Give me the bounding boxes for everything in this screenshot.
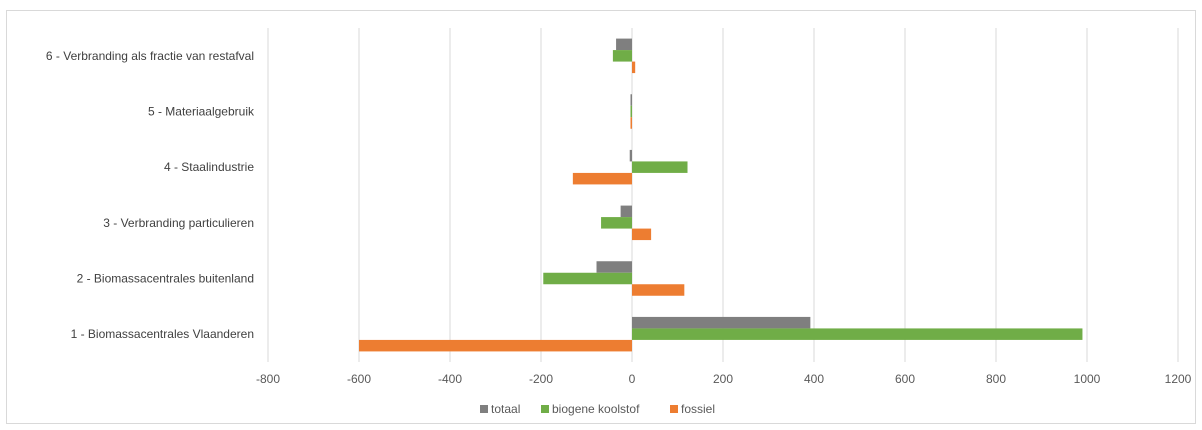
bars [359,38,1083,352]
bar-biogene-koolstof [612,50,632,62]
bar-totaal [620,205,632,218]
bar-fossiel [359,339,632,352]
x-tick-label: 1200 [1165,372,1192,386]
category-label: 5 - Materiaalgebruik [148,105,255,119]
bar-fossiel [630,117,632,129]
category-label: 6 - Verbranding als fractie van restafva… [46,49,254,63]
legend-label: biogene koolstof [552,402,640,416]
x-tick-label: -600 [347,372,371,386]
legend-label: totaal [491,402,520,416]
bar-biogene-koolstof [632,161,688,173]
x-tick-label: 0 [629,372,636,386]
bar-totaal [616,38,632,51]
bar-biogene-koolstof [543,272,632,285]
category-label: 2 - Biomassacentrales buitenland [77,272,254,286]
legend-swatch [670,405,678,413]
x-tick-label: 600 [895,372,915,386]
bar-biogene-koolstof [632,328,1083,340]
x-tick-label: 200 [713,372,733,386]
x-tick-label: 400 [804,372,824,386]
bar-totaal [632,316,811,329]
x-tick-label: -200 [529,372,553,386]
x-tick-label: -800 [256,372,280,386]
category-label: 4 - Staalindustrie [164,160,254,174]
bar-totaal [596,261,632,273]
legend-label: fossiel [681,402,715,416]
category-labels: 6 - Verbranding als fractie van restafva… [46,49,255,341]
x-axis-tick-labels: -800 -600 -400 -200 0 200 400 600 800 1000 1200 [256,372,1192,386]
x-tick-label: -400 [438,372,462,386]
bar-biogene-koolstof [601,217,632,229]
category-label: 1 - Biomassacentrales Vlaanderen [71,327,254,341]
bar-fossiel [572,172,632,185]
bar-fossiel [632,61,636,74]
category-label: 3 - Verbranding particulieren [103,216,254,230]
bar-totaal [630,94,632,106]
x-tick-label: 800 [986,372,1006,386]
legend-swatch [541,405,549,413]
x-tick-label: 1000 [1074,372,1101,386]
legend-swatch [480,405,488,413]
legend: totaal biogene koolstof fossiel [480,402,715,416]
bar-fossiel [632,228,652,241]
bar-fossiel [632,284,685,296]
chart-area [6,10,1196,424]
bar-totaal [629,149,632,162]
bar-biogene-koolstof [630,105,632,118]
gridlines [267,28,1179,362]
